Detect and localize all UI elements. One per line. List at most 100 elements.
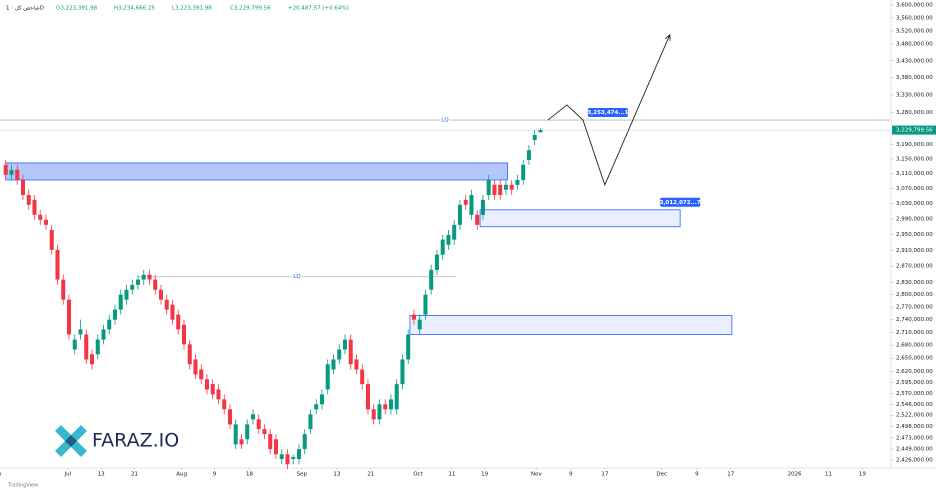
candle-body [187,344,192,365]
candle-body [434,254,439,270]
candle-body [400,359,405,385]
x-tick-label: 11 [448,472,455,478]
candle-body [342,339,347,350]
y-tick-label: 2,680,000.00 [896,343,933,349]
candle-body [78,329,83,335]
level-label: LQ [441,118,449,124]
candle-body [130,284,135,290]
candle-body [285,454,290,465]
candle-body [170,304,175,320]
candle-body [43,219,49,225]
x-tick-label: Jul [64,472,72,478]
candle-body [411,314,416,320]
x-tick-label: Oct [413,472,423,478]
candle-body [233,424,238,445]
candle-body [383,404,388,410]
candle-body [480,199,485,215]
candle-body [452,224,457,240]
candle-body [20,179,26,195]
y-tick-label: 3,280,000.00 [896,110,933,116]
y-tick-label: 2,710,000.00 [896,330,933,336]
candle-body [354,359,359,370]
x-tick-label: 17 [727,472,734,478]
candle-body [377,404,382,420]
y-tick-label: 3,430,000.00 [896,58,933,64]
y-tick-label: 2,449,000.00 [896,447,933,453]
candle-body [181,324,186,345]
x-tick-label: 9 [695,472,699,478]
candle-body [279,454,284,460]
last-price-badge [892,125,936,135]
candle-body [538,130,543,133]
x-tick-label: 13 [98,472,105,478]
candle-body [492,184,497,195]
header-low: L3,223,391.98 [172,6,212,12]
plot: LQ LQ 3,012,072...7 3,253,474...1 [0,33,890,470]
candle-body [15,169,20,180]
candle-body [308,414,313,430]
candle-body [158,289,163,300]
y-tick-label: 3,110,000.00 [896,171,933,177]
y-tick-label: 2,990,000.00 [896,217,933,223]
x-tick-label: Nov [531,472,542,478]
candle-body [176,314,181,330]
y-tick-label: 3,190,000.00 [896,142,933,148]
y-tick-label: 2,740,000.00 [896,317,933,323]
x-tick-label: 21 [367,472,374,478]
y-tick-label: 2,595,000.00 [896,380,933,386]
candle-body [509,184,514,190]
y-tick-label: 2,800,000.00 [896,292,933,298]
candle-body [193,359,198,375]
y-tick-label: 2,498,000.00 [896,424,933,430]
x-tick-label: 18 [246,472,253,478]
candle-body [348,339,353,365]
candle-body [61,279,66,300]
y-tick-label: 3,600,000.00 [896,2,933,8]
symbol: شاخص کل · 1D [6,5,44,12]
header-close: C3,229,799.56 [230,6,271,12]
candle-body [365,384,370,410]
header-change: +20,487.57 (+0.64%) [288,6,349,12]
x-tick-label: 19 [481,472,488,478]
candle-body [84,334,89,360]
zone [479,209,681,228]
x-tick-label: 19 [859,472,866,478]
zone-badge-label: 3,012,072...7 [660,200,701,206]
candle-body [3,164,8,175]
candle-body [227,409,232,425]
projection-path [547,34,671,187]
candle-body [216,389,221,400]
candle-body [107,319,112,330]
header-open: O3,223,391.98 [56,6,98,12]
candle-body [55,249,60,280]
candle-body [469,194,474,215]
candle-body [296,449,301,460]
candle-body [72,339,77,350]
header: شاخص کل · 1D O3,223,391.98 H3,234,666.25… [6,5,349,12]
projection-badge-label: 3,253,474...1 [587,110,628,116]
candle-body [515,179,520,185]
candle-body [124,289,129,300]
candle-body [394,384,399,410]
zone [5,162,509,181]
candle-body [250,414,255,420]
candle-body [101,329,106,340]
candle-body [314,404,319,410]
watermark: FARAZ.IO [55,425,179,457]
y-tick-label: 3,150,000.00 [896,156,933,162]
x-tick-label: 11 [825,472,832,478]
x-tick-label: Dec [656,472,667,478]
candle-body [262,429,267,435]
candle-body [38,214,43,220]
candle-body [406,334,411,360]
y-tick-label: 2,620,000.00 [896,369,933,375]
candle-body [532,135,537,141]
y-tick-label: 2,473,000.00 [896,435,933,441]
x-tick-label: 9 [213,472,217,478]
y-tick-label: 2,950,000.00 [896,232,933,238]
level-label: LQ [293,274,301,280]
candle-body [486,179,491,195]
projection-badge [587,108,628,118]
zone [409,315,733,335]
